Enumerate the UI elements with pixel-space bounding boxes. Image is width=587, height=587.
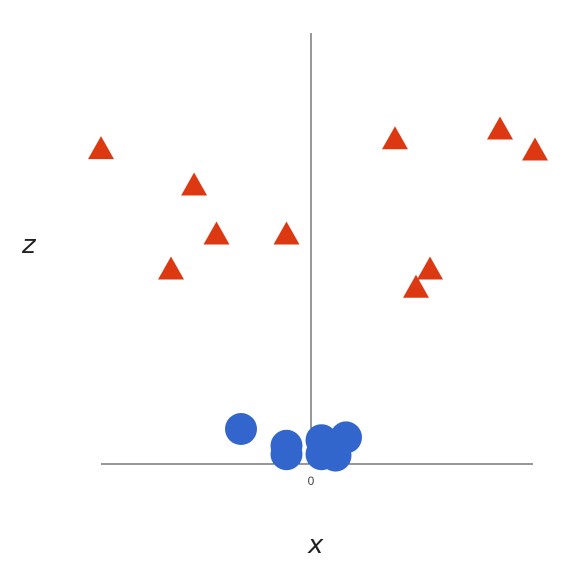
triangle-point bbox=[203, 221, 230, 245]
circle-point bbox=[319, 439, 352, 472]
x-tick-label: 0 bbox=[308, 474, 315, 488]
data-points bbox=[88, 116, 548, 472]
triangle-point bbox=[403, 274, 429, 298]
triangle-point bbox=[382, 126, 408, 150]
triangle-point bbox=[522, 137, 548, 161]
circle-point bbox=[270, 438, 303, 471]
triangle-point bbox=[487, 116, 513, 140]
x-axis-ticks: 0 bbox=[308, 474, 315, 488]
x-axis-title: x bbox=[308, 530, 324, 560]
triangle-point bbox=[181, 172, 208, 196]
triangle-point bbox=[273, 221, 300, 245]
circle-point bbox=[225, 413, 257, 445]
triangle-point bbox=[417, 256, 443, 280]
y-axis-title: z bbox=[22, 230, 36, 260]
triangle-point bbox=[158, 256, 184, 280]
triangle-point bbox=[88, 136, 114, 160]
